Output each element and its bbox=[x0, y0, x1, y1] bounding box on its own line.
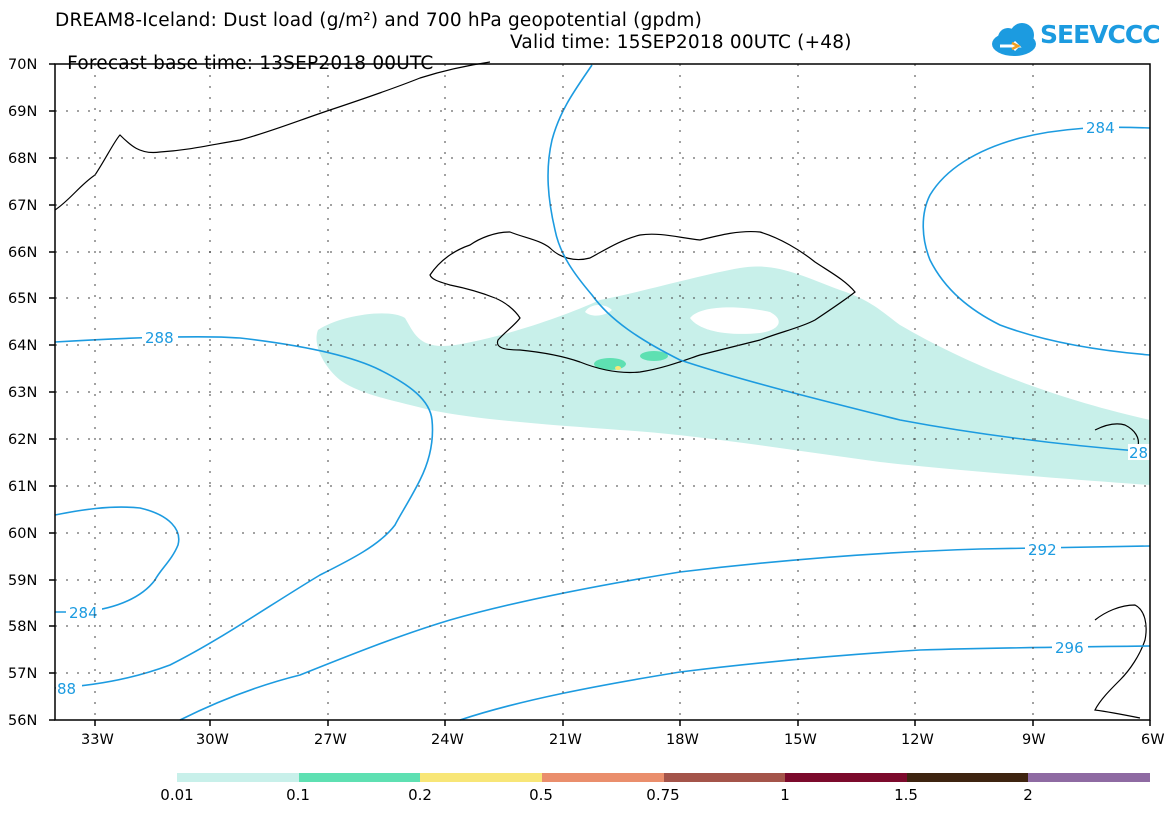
contour-label: 284 bbox=[69, 604, 98, 622]
lon-label: 33W bbox=[81, 732, 114, 748]
legend-label: 1 bbox=[780, 786, 790, 804]
geopotential-contours bbox=[54, 64, 1151, 721]
lat-label: 67N bbox=[8, 198, 37, 214]
lat-label: 62N bbox=[8, 432, 37, 448]
lat-label: 68N bbox=[8, 151, 37, 167]
lon-label: 24W bbox=[431, 732, 464, 748]
legend-swatch bbox=[298, 773, 421, 782]
contour-292 bbox=[179, 545, 1151, 721]
contour-288 bbox=[54, 335, 434, 689]
contour-label: 296 bbox=[1055, 639, 1084, 657]
legend-swatch bbox=[420, 773, 542, 782]
legend-swatch bbox=[906, 773, 1029, 782]
lon-label: 30W bbox=[196, 732, 229, 748]
latitude-labels: 70N 69N 68N 67N 66N 65N 64N 63N 62N 61N … bbox=[8, 57, 37, 729]
dust-mid-patch bbox=[640, 351, 668, 361]
greenland-coast bbox=[54, 61, 491, 211]
contour-284-east bbox=[922, 126, 1151, 356]
legend-label: 0.75 bbox=[646, 786, 680, 804]
iceland-coast bbox=[429, 230, 856, 374]
lat-label: 56N bbox=[8, 713, 37, 729]
legend-label: 0.5 bbox=[529, 786, 553, 804]
lon-label: 12W bbox=[901, 732, 934, 748]
lat-label: 59N bbox=[8, 573, 37, 589]
lon-label: 27W bbox=[314, 732, 347, 748]
lat-label: 64N bbox=[8, 338, 37, 354]
contour-north-trough bbox=[547, 64, 1151, 453]
lat-label: 63N bbox=[8, 385, 37, 401]
legend-swatch bbox=[663, 773, 786, 782]
cloud-icon bbox=[992, 23, 1036, 56]
faroe-coast bbox=[1094, 423, 1140, 447]
contour-label: 288 bbox=[145, 329, 174, 347]
dust-high-patch bbox=[615, 366, 621, 370]
legend-swatch bbox=[785, 773, 907, 782]
contour-284-west bbox=[54, 506, 180, 613]
legend-swatch bbox=[1028, 773, 1150, 782]
logo-text: SEEVCCC bbox=[1040, 20, 1161, 49]
lon-label: 15W bbox=[784, 732, 817, 748]
seevccc-logo bbox=[992, 23, 1036, 56]
dust-gap bbox=[690, 307, 779, 334]
legend-swatch bbox=[177, 773, 299, 782]
contour-label: 292 bbox=[1028, 541, 1057, 559]
legend-label: 2 bbox=[1023, 786, 1033, 804]
lat-label: 58N bbox=[8, 619, 37, 635]
lat-label: 61N bbox=[8, 479, 37, 495]
tick-marks bbox=[49, 63, 1151, 726]
lat-label: 60N bbox=[8, 526, 37, 542]
legend-label: 0.01 bbox=[160, 786, 194, 804]
valid-time: Valid time: 15SEP2018 00UTC (+48) bbox=[510, 32, 852, 53]
dust-gap bbox=[585, 304, 612, 316]
contour-label: 28 bbox=[1129, 444, 1148, 462]
lon-label: 9W bbox=[1022, 732, 1046, 748]
legend-label: 0.1 bbox=[286, 786, 310, 804]
contour-labels: 288 284 284 292 296 88 28 bbox=[56, 119, 1150, 698]
legend-label: 1.5 bbox=[894, 786, 918, 804]
contour-296 bbox=[459, 645, 1151, 721]
lat-label: 57N bbox=[8, 666, 37, 682]
lat-label: 69N bbox=[8, 104, 37, 120]
coastlines bbox=[54, 61, 1147, 719]
longitude-labels: 33W 30W 27W 24W 21W 18W 15W 12W 9W 6W bbox=[81, 732, 1165, 748]
map-title: DREAM8-Iceland: Dust load (g/m²) and 700… bbox=[55, 10, 703, 31]
legend-label: 0.2 bbox=[408, 786, 432, 804]
lon-label: 18W bbox=[666, 732, 699, 748]
lat-label: 70N bbox=[8, 57, 37, 73]
lon-label: 6W bbox=[1141, 732, 1165, 748]
color-legend bbox=[177, 773, 1150, 782]
scotland-coast bbox=[1094, 604, 1147, 719]
legend-swatch bbox=[541, 773, 664, 782]
contour-label: 284 bbox=[1086, 119, 1115, 137]
lon-label: 21W bbox=[549, 732, 582, 748]
contour-label: 88 bbox=[57, 680, 76, 698]
lat-label: 65N bbox=[8, 291, 37, 307]
lat-label: 66N bbox=[8, 245, 37, 261]
